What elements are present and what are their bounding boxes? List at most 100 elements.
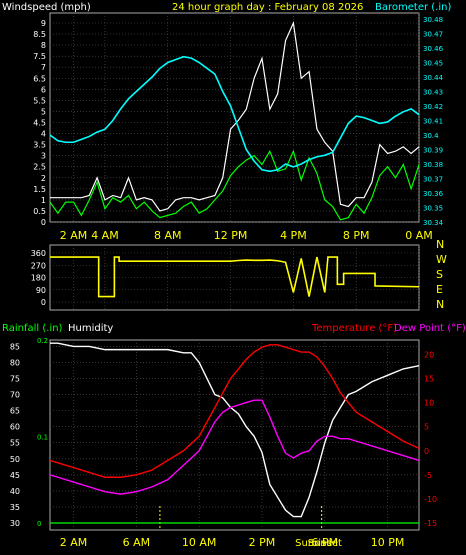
humidity-label: Humidity <box>68 323 113 334</box>
panel1-right-tick: 30.34 <box>423 219 444 227</box>
panel2-series <box>50 256 420 298</box>
panel1-right-tick: 30.47 <box>423 31 443 39</box>
panel1-grid <box>50 13 420 223</box>
panel1-right-tick: 30.46 <box>423 45 444 53</box>
panel1-series <box>49 20 420 221</box>
compass-label: N <box>436 238 444 251</box>
compass-label: S <box>436 268 443 281</box>
panel3-x-tick: 6 PM <box>311 536 338 549</box>
panel2-y-tick: 270 <box>31 261 46 270</box>
humidity-tick: 45 <box>10 471 20 480</box>
panel1-left-tick: 3 <box>41 152 46 161</box>
panel3-series-line <box>50 342 420 518</box>
dewpoint-label: Dew Point (°F) <box>394 323 466 334</box>
panel3-x-axis: 2 AM 6 AM 10 AM 2 PM 6 PM 10 PM <box>60 536 405 549</box>
wind-barometer-chart: 0 0.5 1 1.5 2 2.5 3 3.5 4 4.5 5 5.5 6 6.5 7 7.5 8 8.5 9 30… <box>33 12 444 242</box>
panel1-right-tick: 30.43 <box>423 89 443 97</box>
barometer-label: Barometer (.in) <box>375 2 451 13</box>
compass-label: E <box>436 283 443 296</box>
panel1-right-tick: 30.35 <box>423 205 443 213</box>
sunrise-label: Sunrise <box>295 538 332 549</box>
panel1-left-tick: 2.5 <box>33 163 46 172</box>
panel1-left-tick: 9 <box>41 19 46 28</box>
panel1-left-tick: 8.5 <box>33 30 46 39</box>
panel1-right-tick: 30.4 <box>423 132 439 140</box>
panel1-x-tick: 4 AM <box>91 229 119 242</box>
wind-direction-line <box>50 256 420 298</box>
humidity-tick: 55 <box>10 439 20 448</box>
panel1-right-tick: 30.48 <box>423 16 443 24</box>
panel1-left-tick: 1.5 <box>33 185 46 194</box>
rainfall-label: Rainfall (.in) <box>2 323 63 334</box>
panel1-left-axis: 0 0.5 1 1.5 2 2.5 3 3.5 4 4.5 5 5.5 6 6.5 7 7.5 8 8.5 9 <box>33 19 46 227</box>
panel3-series <box>49 342 420 524</box>
rain-tick: 0.1 <box>37 433 48 441</box>
humidity-tick: 70 <box>10 391 20 400</box>
panel2-y-tick: 90 <box>36 286 46 295</box>
panel1-left-tick: 5 <box>41 107 46 116</box>
temperature-tick: 0 <box>424 447 429 456</box>
windspeed-label: Windspeed (mph) <box>2 2 91 13</box>
panel1-series-line <box>49 149 420 221</box>
panel1-x-tick: 12 PM <box>214 229 248 242</box>
panel3-rain-axis: 0 0.1 0.2 <box>37 337 48 528</box>
panel1-left-tick: 5.5 <box>33 96 46 105</box>
panel2-grid <box>50 245 420 310</box>
panel3-x-tick: 6 AM <box>123 536 151 549</box>
compass-label: N <box>436 298 444 311</box>
panel2-y-tick: 180 <box>31 274 46 283</box>
panel1-left-tick: 6 <box>41 85 46 94</box>
temperature-label: Temperature (°F) <box>311 323 397 334</box>
rain-tick: 0 <box>37 520 41 528</box>
humidity-tick: 60 <box>10 423 20 432</box>
panel3-frame <box>49 339 420 531</box>
panel3-temperature-axis: -15 -10 -5 0 5 10 15 20 <box>424 350 437 528</box>
panel1-x-tick: 2 AM <box>60 229 88 242</box>
temperature-tick: 20 <box>424 350 434 359</box>
panel1-x-tick: 8 PM <box>343 229 370 242</box>
panel1-left-tick: 8 <box>41 41 46 50</box>
panel1-right-tick: 30.37 <box>423 176 443 184</box>
panel2-y-axis: 360 270 180 90 0 <box>31 249 46 307</box>
panel2-y-tick: 0 <box>41 298 46 307</box>
panel3-series-line <box>49 399 420 495</box>
humidity-tick: 75 <box>10 375 20 384</box>
panel1-right-tick: 30.44 <box>423 74 444 82</box>
humidity-tick: 80 <box>10 358 20 367</box>
panel3-x-tick: 10 PM <box>371 536 405 549</box>
panel1-left-tick: 4 <box>41 130 46 139</box>
rain-tick: 0.2 <box>37 337 48 345</box>
panel1-x-tick: 4 PM <box>280 229 307 242</box>
panel3-x-tick: 10 AM <box>182 536 217 549</box>
temperature-tick: 5 <box>424 423 429 432</box>
panel1-right-axis: 30.34 30.35 30.36 30.37 30.38 30.39 30.4 30.41 3… <box>423 16 444 227</box>
panel1-left-tick: 2 <box>41 174 46 183</box>
temperature-tick: -15 <box>424 519 437 528</box>
panel1-series-line <box>49 55 420 173</box>
temperature-tick: -5 <box>424 471 432 480</box>
humidity-tick: 40 <box>10 487 20 496</box>
panel1-left-tick: 0.5 <box>33 207 46 216</box>
panel1-right-tick: 30.36 <box>423 190 444 198</box>
panel1-frame <box>49 12 420 223</box>
panel3-series-line <box>49 344 420 478</box>
temperature-tick: 15 <box>424 375 434 384</box>
panel2-y-tick: 360 <box>31 249 46 258</box>
panel3-x-tick: 2 AM <box>60 536 88 549</box>
humidity-tick: 35 <box>10 503 20 512</box>
sunset-label: Sunset <box>308 538 342 549</box>
temperature-tick: 10 <box>424 399 434 408</box>
panel1-left-tick: 0 <box>41 218 46 227</box>
panel3-humidity-axis: 30 35 40 45 50 55 60 65 70 75 80 85 <box>10 342 20 528</box>
humidity-tick: 30 <box>10 519 20 528</box>
panel1-x-tick: 8 AM <box>154 229 182 242</box>
panel1-left-tick: 6.5 <box>33 74 46 83</box>
panel1-left-tick: 7 <box>41 63 46 72</box>
panel3-x-tick: 2 PM <box>249 536 276 549</box>
panel1-right-tick: 30.38 <box>423 161 443 169</box>
panel1-right-tick: 30.41 <box>423 118 443 126</box>
